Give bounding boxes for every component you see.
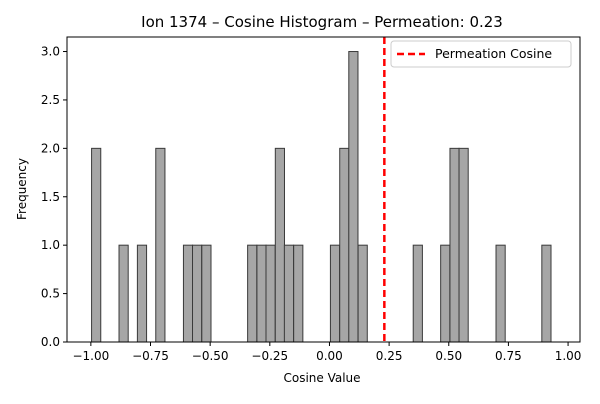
histogram-bar [247,244,258,343]
y-axis-label: Frequency [15,158,29,220]
histogram-bar [541,244,552,343]
chart-title: Ion 1374 – Cosine Histogram – Permeation… [141,13,503,31]
y-tick-label: 1.5 [41,190,60,204]
y-tick-label: 0.0 [41,335,60,349]
histogram-bar [293,244,304,343]
x-tick-label: −0.50 [192,349,229,363]
histogram-bar [412,244,423,343]
histogram-bar [118,244,129,343]
histogram-bar [256,244,267,343]
histogram-bar [155,147,166,343]
histogram-bar [495,244,506,343]
histogram-bar [357,244,368,343]
histogram-bar [449,147,460,343]
x-axis-label: Cosine Value [283,371,360,385]
histogram-bar [283,244,295,343]
plot-frame [66,36,581,343]
x-tick-label: −0.75 [132,349,169,363]
x-tick-label: 0.75 [495,349,522,363]
x-tick-label: 0.00 [316,349,343,363]
histogram-bar [458,147,469,343]
histogram-bar [274,147,285,343]
legend: Permeation Cosine [390,40,572,68]
y-tick-label: 2.0 [41,141,60,155]
x-tick-label: 0.25 [376,349,403,363]
histogram-bar [136,244,148,343]
bars-layer [91,51,552,343]
histogram-bar [339,147,350,343]
histogram-bar [265,244,276,343]
y-tick-label: 1.0 [41,238,60,252]
histogram-bar [329,244,341,343]
axes-layer: −1.00 −0.75 −0.50 −0.25 0.00 0.25 0.50 0.75 1.00… [41,36,582,363]
x-tick-label: 1.00 [555,349,582,363]
x-tick-label: −0.25 [251,349,288,363]
histogram-bar [182,244,194,343]
histogram-bar [192,244,203,343]
y-tick-label: 2.5 [41,93,60,107]
x-tick-label: 0.50 [435,349,462,363]
histogram-bar [348,51,359,343]
x-tick-label: −1.00 [72,349,109,363]
legend-box [390,40,572,68]
legend-label: Permeation Cosine [435,46,552,61]
histogram-bar [91,147,102,343]
histogram-bar [201,244,212,343]
y-tick-label: 0.5 [41,287,60,301]
y-tick-label: 3.0 [41,45,60,59]
histogram-bar [440,244,451,343]
